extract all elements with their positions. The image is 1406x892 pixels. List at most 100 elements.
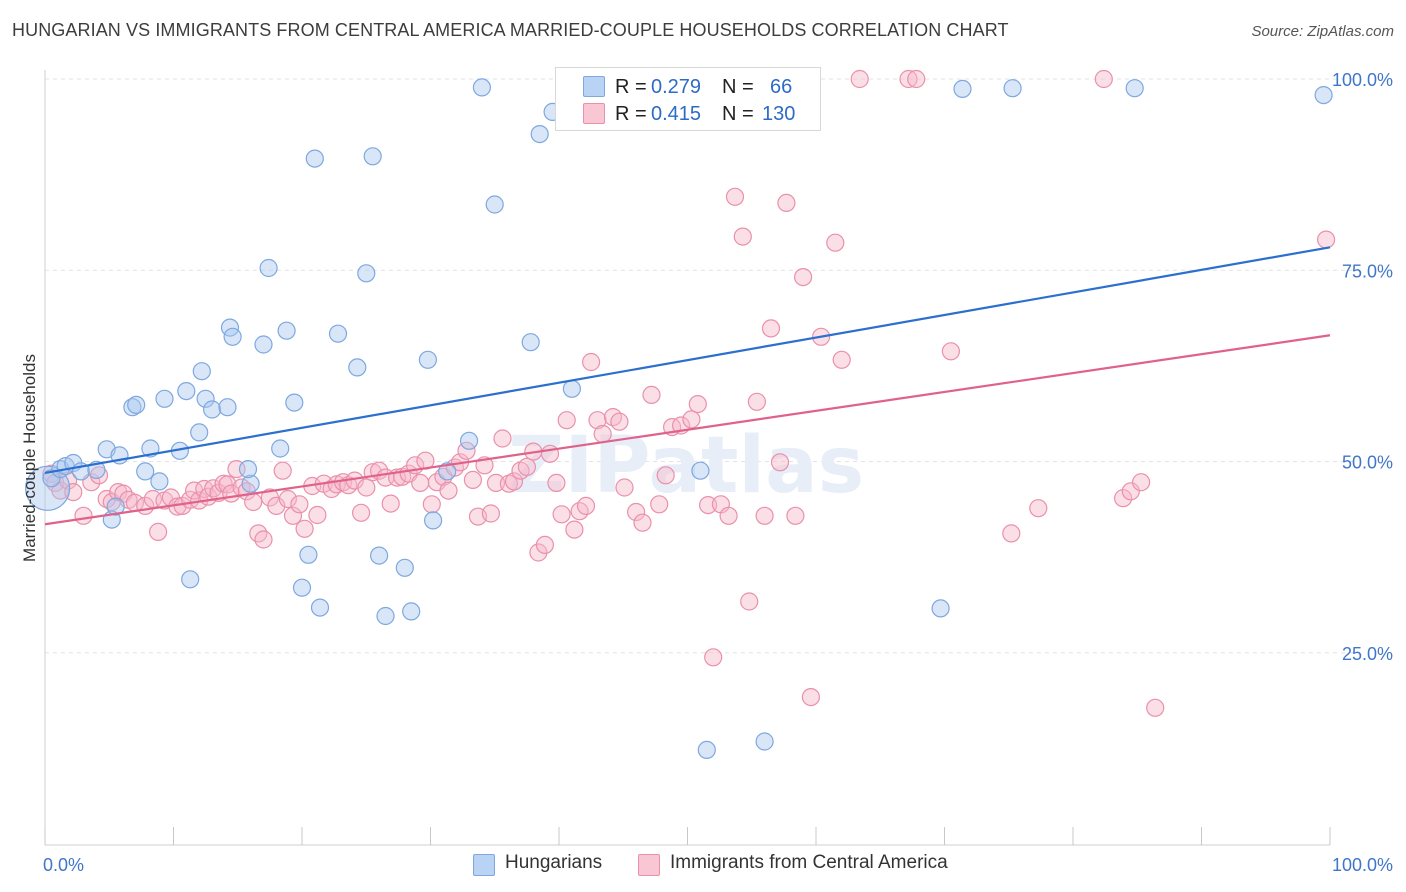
central-america-point [642, 385, 661, 404]
central-america-point [42, 464, 61, 483]
y-tick-label: 25.0% [1342, 644, 1393, 664]
hungarians-point [292, 578, 312, 597]
central-america-point [899, 69, 918, 89]
central-america-point [529, 543, 548, 562]
central-america-point [422, 495, 441, 514]
bottom-legend-label: Immigrants from Central America [670, 852, 948, 873]
hungarians-point [1125, 79, 1144, 98]
y-tick-label: 50.0% [1342, 453, 1393, 473]
central-america-point [357, 478, 376, 497]
central-america-point [688, 395, 707, 414]
central-america-point [493, 429, 512, 448]
central-america-point [278, 489, 297, 509]
central-america-point [650, 495, 669, 514]
hungarians-point [150, 472, 169, 491]
central-america-point [633, 513, 652, 532]
hungarians-point [697, 740, 716, 760]
central-america-point [267, 496, 286, 515]
hungarians-point [418, 350, 437, 369]
hungarians-point [328, 324, 348, 343]
hungarians-point [485, 195, 504, 214]
legend-r-label: R = [615, 103, 647, 125]
central-america-point [747, 392, 767, 411]
central-america-point [740, 592, 759, 611]
hungarians-point [370, 546, 389, 565]
central-america-point [517, 457, 537, 476]
hungarians-point [218, 398, 237, 417]
central-america-point [273, 461, 292, 480]
hungarians-point [299, 545, 318, 564]
correlation-legend: R = 0.279 N = 66 R = 0.415 N = 130 [555, 67, 821, 131]
central-america-point [283, 506, 303, 525]
central-america-point [149, 522, 168, 542]
bottom-legend-label: Hungarians [505, 852, 603, 873]
central-america-point [626, 502, 646, 522]
central-america-point [793, 268, 813, 287]
hungarians-point [196, 389, 215, 408]
central-america-point [1029, 499, 1048, 518]
hungarians-point [1003, 79, 1022, 98]
pink-series-points [42, 69, 1336, 717]
central-america-point [725, 187, 745, 206]
hungarians-point [931, 599, 950, 618]
central-america-point [535, 535, 555, 555]
hungarians-point [271, 439, 290, 458]
central-america-point [832, 350, 851, 369]
bottom-swatch-pink [638, 854, 660, 876]
legend-r-value: 0.279 [651, 76, 702, 98]
hungarians-point [277, 321, 296, 340]
central-america-point [850, 69, 869, 89]
hungarians-trend-line [44, 246, 1331, 475]
hungarians-point [181, 570, 200, 589]
central-america-point [826, 233, 845, 252]
central-america-point [547, 473, 566, 492]
central-america-point [801, 687, 821, 707]
central-america-point [656, 466, 675, 485]
legend-n-label: N = [722, 103, 754, 125]
legend-n-label: N = [722, 76, 754, 98]
bottom-swatch-blue [473, 854, 495, 876]
legend-row-hungarians: R = 0.279 N = 66 [556, 72, 820, 100]
central-america-trend-line [44, 334, 1331, 526]
central-america-point [308, 505, 327, 525]
central-america-point [504, 472, 524, 491]
central-america-point [704, 648, 723, 667]
y-tick-label: 75.0% [1342, 261, 1393, 281]
central-america-point [218, 475, 237, 494]
central-america-point [719, 506, 738, 525]
central-america-point [552, 505, 571, 524]
central-america-point [295, 519, 314, 538]
legend-r-value: 0.415 [651, 103, 702, 125]
hungarians-point [177, 382, 196, 401]
central-america-point [615, 478, 634, 497]
hungarians-point [254, 335, 273, 354]
hungarians-point [136, 462, 155, 481]
source-note: Source: ZipAtlas.com [1251, 23, 1394, 40]
hungarians-point [691, 461, 710, 480]
central-america-point [540, 444, 560, 463]
hungarians-point [438, 462, 457, 481]
central-america-point [1094, 69, 1113, 89]
central-america-point [381, 494, 400, 513]
hungarians-point [363, 147, 382, 166]
central-america-point [352, 503, 371, 522]
central-america-point [1146, 698, 1165, 717]
hungarians-point [953, 79, 972, 99]
central-america-point [463, 470, 482, 489]
central-america-point [481, 504, 500, 523]
hungarians-point [238, 460, 258, 479]
axes [44, 70, 1331, 846]
central-america-point [777, 193, 796, 212]
legend-swatch-pink [583, 103, 605, 124]
legend-swatch-blue [583, 76, 605, 97]
central-america-point [588, 411, 607, 430]
central-america-point [565, 520, 584, 539]
hungarians-point [460, 431, 479, 450]
central-america-point [1131, 473, 1151, 492]
hungarians-point [305, 149, 324, 168]
watermark-text: ZIPatlas [508, 421, 864, 511]
hungarians-point [192, 362, 211, 381]
central-america-point [907, 69, 926, 89]
central-america-point [941, 342, 961, 361]
central-america-point [411, 473, 430, 492]
